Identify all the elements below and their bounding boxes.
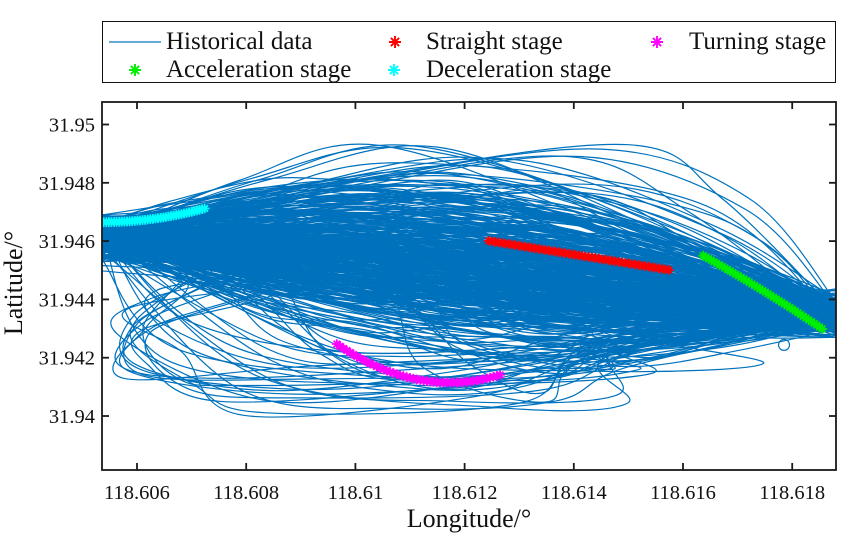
legend-item-acceleration-stage: Acceleration stage bbox=[103, 56, 423, 84]
asterisk-marker bbox=[342, 345, 352, 356]
asterisk-marker bbox=[495, 370, 505, 380]
asterisk-marker bbox=[358, 355, 369, 365]
asterisk-marker bbox=[485, 372, 495, 383]
legend-item-deceleration-stage: Deceleration stage bbox=[103, 56, 703, 84]
historical-trajectory bbox=[102, 223, 836, 321]
historical-trajectories bbox=[102, 143, 836, 418]
stage-markers-deceleration-stage bbox=[102, 203, 210, 227]
x-tick-label: 118.618 bbox=[759, 482, 825, 504]
legend-asterisk-acceleration bbox=[129, 64, 141, 76]
x-tick-label: 118.608 bbox=[213, 482, 279, 504]
asterisk-marker bbox=[817, 324, 827, 334]
asterisk-marker bbox=[698, 250, 708, 261]
historical-trajectory bbox=[102, 143, 836, 313]
historical-trajectory bbox=[102, 157, 836, 301]
stage-markers-turning-stage bbox=[332, 339, 505, 388]
trajectory-loop bbox=[777, 338, 791, 351]
historical-trajectory bbox=[102, 228, 836, 380]
asterisk-marker bbox=[395, 370, 405, 380]
asterisk-marker bbox=[378, 364, 389, 375]
legend-asterisk-deceleration bbox=[388, 64, 400, 76]
x-tick-label: 118.612 bbox=[432, 482, 498, 504]
historical-trajectory bbox=[102, 254, 836, 364]
x-tick-label: 118.614 bbox=[541, 482, 607, 504]
historical-trajectory bbox=[102, 155, 836, 308]
legend-label-historical-data: Historical data bbox=[166, 28, 313, 55]
historical-trajectory bbox=[102, 148, 836, 303]
legend-label-turning-stage: Turning stage bbox=[689, 28, 827, 55]
asterisk-marker bbox=[392, 369, 402, 379]
asterisk-marker bbox=[720, 263, 730, 273]
historical-trajectory bbox=[102, 236, 836, 314]
historical-trajectory bbox=[102, 230, 836, 396]
asterisk-marker bbox=[345, 347, 355, 358]
tick-labels: 118.606 118.608 118.61 118.612 118.614 118.61… bbox=[39, 115, 826, 504]
asterisk-marker bbox=[368, 360, 379, 370]
y-tick-label: 31.942 bbox=[39, 348, 95, 370]
historical-trajectory bbox=[102, 221, 836, 403]
legend-label-acceleration-stage: Acceleration stage bbox=[166, 56, 352, 83]
x-tick-label: 118.616 bbox=[650, 482, 716, 504]
y-axis-label: Latitude/° bbox=[0, 230, 28, 336]
historical-trajectory bbox=[102, 239, 836, 390]
legend-label-straight-stage: Straight stage bbox=[426, 28, 563, 55]
asterisk-marker bbox=[199, 203, 210, 214]
historical-trajectory bbox=[102, 170, 836, 328]
historical-trajectory bbox=[102, 146, 836, 315]
historical-trajectory bbox=[102, 240, 836, 369]
asterisk-marker bbox=[365, 358, 375, 369]
historical-trajectory bbox=[102, 243, 836, 381]
x-tick-label: 118.606 bbox=[104, 482, 170, 504]
historical-trajectory bbox=[102, 233, 836, 321]
historical-trajectory bbox=[102, 156, 836, 312]
historical-trajectory bbox=[102, 245, 836, 325]
historical-trajectory bbox=[102, 250, 836, 395]
asterisk-marker bbox=[372, 361, 382, 372]
x-tick-label: 118.61 bbox=[328, 482, 384, 504]
stage-markers-acceleration-stage bbox=[698, 250, 827, 334]
asterisk-marker bbox=[492, 371, 502, 381]
y-tick-label: 31.94 bbox=[49, 406, 95, 428]
historical-trajectory bbox=[102, 144, 836, 306]
axes-box bbox=[101, 101, 837, 471]
asterisk-marker bbox=[664, 265, 674, 275]
asterisk-marker bbox=[362, 357, 372, 367]
asterisk-marker bbox=[385, 367, 395, 377]
historical-trajectory bbox=[102, 223, 836, 366]
y-tick-label: 31.946 bbox=[39, 231, 95, 253]
historical-trajectory bbox=[102, 208, 836, 322]
asterisk-marker bbox=[388, 368, 399, 378]
y-tick-label: 31.95 bbox=[49, 115, 95, 137]
historical-trajectory bbox=[102, 155, 836, 326]
historical-trajectory bbox=[102, 237, 836, 375]
legend-asterisk-turning bbox=[651, 36, 663, 48]
asterisk-marker bbox=[348, 349, 359, 360]
legend-label-deceleration-stage: Deceleration stage bbox=[426, 56, 612, 83]
historical-trajectory bbox=[102, 225, 836, 358]
stage-markers-straight-stage bbox=[483, 236, 674, 275]
legend-item-historical-data: Historical data bbox=[103, 28, 423, 56]
historical-trajectory bbox=[102, 162, 836, 323]
asterisk-marker bbox=[375, 363, 385, 373]
legend-item-turning-stage: Turning stage bbox=[103, 28, 843, 56]
y-tick-label: 31.948 bbox=[39, 173, 95, 195]
plot-border bbox=[101, 101, 837, 471]
legend: Historical data Straight stage Turning s… bbox=[102, 21, 836, 83]
historical-trajectory bbox=[102, 236, 836, 330]
asterisk-marker bbox=[352, 351, 362, 362]
legend-asterisk-straight bbox=[389, 36, 401, 48]
historical-trajectory bbox=[102, 193, 836, 331]
legend-item-straight-stage: Straight stage bbox=[103, 28, 703, 56]
asterisk-marker bbox=[382, 365, 392, 376]
y-tick-label: 31.944 bbox=[39, 289, 95, 311]
x-axis-label: Longitude/° bbox=[406, 504, 532, 533]
historical-trajectory bbox=[102, 223, 836, 315]
historical-trajectory bbox=[102, 178, 836, 329]
plot-data-area bbox=[102, 143, 836, 418]
legend-line-sample bbox=[109, 41, 161, 43]
asterisk-marker bbox=[355, 353, 365, 364]
historical-trajectory bbox=[102, 264, 836, 381]
